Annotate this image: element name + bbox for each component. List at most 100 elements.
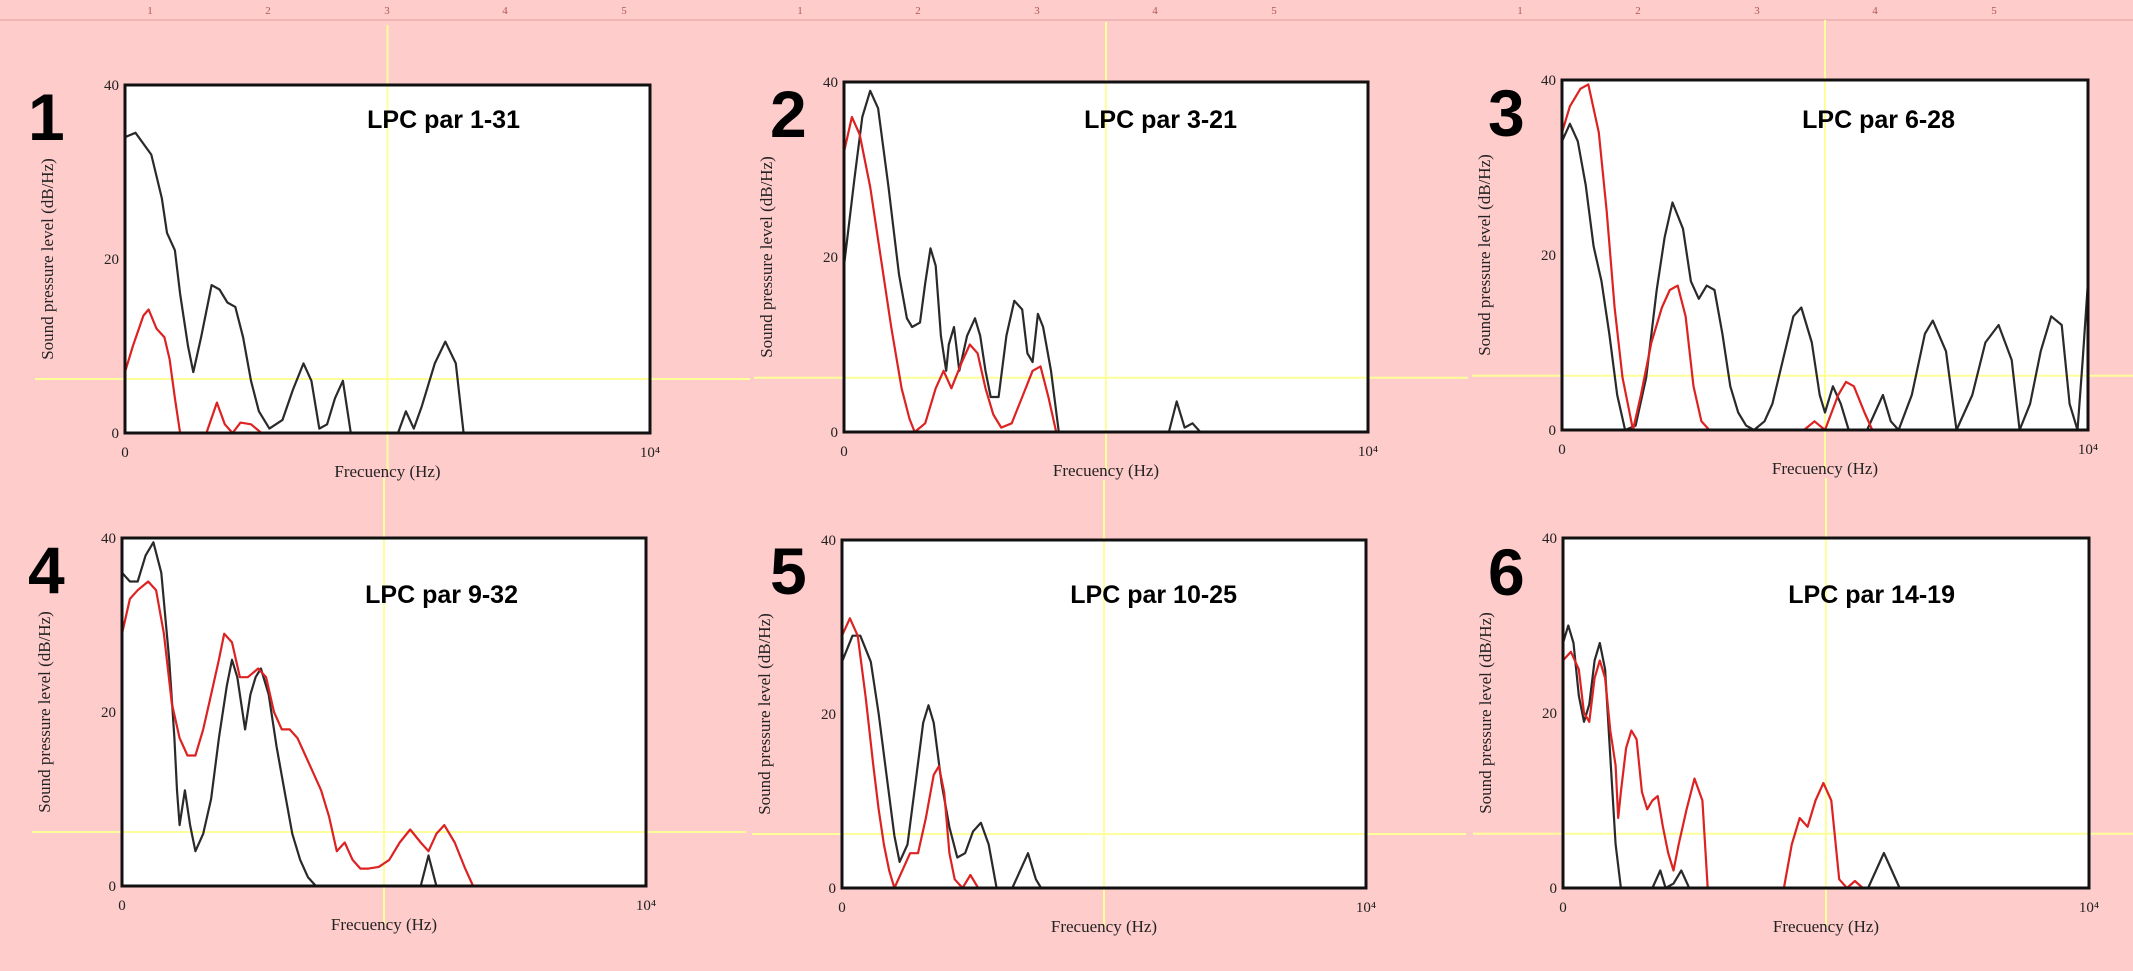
chart-title: LPC par 10-25 <box>1070 581 1237 609</box>
chart-title: LPC par 9-32 <box>365 581 518 609</box>
x-tick-label: 0 <box>1558 442 1566 458</box>
series-black-line <box>120 541 317 888</box>
panel-number: 6 <box>1488 535 1525 609</box>
x-tick-label: 10⁴ <box>2079 900 2099 916</box>
y-tick-label: 20 <box>1541 248 1556 264</box>
x-tick-label: 0 <box>838 900 846 916</box>
x-tick-label: 0 <box>840 444 848 460</box>
y-tick-label: 20 <box>101 705 116 721</box>
y-axis-label: Sound pressure level (dB/Hz) <box>1476 612 1495 814</box>
plot-frame <box>842 80 1370 434</box>
y-axis-label: Sound pressure level (dB/Hz) <box>38 158 57 360</box>
series-black-line <box>1866 280 2090 432</box>
chart-panel-2: 0 20 40 0 10⁴ Frecuency (Hz) Sound pressure le… <box>754 22 1468 480</box>
ruler-number: 2 <box>915 5 921 17</box>
y-tick-label: 40 <box>823 75 838 91</box>
chart-panel-3: 0 20 40 0 10⁴ Frecuency (Hz) Sound pressure le… <box>1472 20 2133 478</box>
series-red-line <box>840 617 980 890</box>
y-tick-label: 0 <box>829 881 837 897</box>
chart-panel-1: 0 20 40 0 10⁴ Frecuency (Hz) Sound pressure le… <box>28 25 750 481</box>
ruler-number: 4 <box>1152 5 1158 17</box>
x-tick-label: 10⁴ <box>1356 900 1376 916</box>
ruler-number: 5 <box>1991 5 1997 17</box>
y-tick-label: 0 <box>1549 423 1557 439</box>
x-tick-label: 0 <box>118 898 126 914</box>
ruler-number: 2 <box>265 5 271 17</box>
y-tick-label: 40 <box>821 533 836 549</box>
series-black-line <box>1011 852 1043 890</box>
x-axis-label: Frecuency (Hz) <box>1772 459 1878 478</box>
y-axis-label: Sound pressure level (dB/Hz) <box>757 156 776 358</box>
y-tick-label: 0 <box>831 425 839 441</box>
chart-panel-4: 0 20 40 0 10⁴ Frecuency (Hz) Sound pressure le… <box>28 478 746 934</box>
chart-panel-6: 0 20 40 0 10⁴ Frecuency (Hz) Sound pressure le… <box>1473 478 2133 936</box>
series-red-line <box>1561 650 1709 890</box>
y-tick-label: 0 <box>1550 881 1558 897</box>
top-ruler: 1 2 3 4 5 1 2 3 4 5 1 2 3 4 5 <box>0 5 2133 21</box>
y-tick-label: 20 <box>821 707 836 723</box>
chart-title: LPC par 1-31 <box>367 106 520 134</box>
series-black-line <box>396 340 465 435</box>
chart-title: LPC par 3-21 <box>1084 106 1237 134</box>
plot-frame <box>123 83 652 435</box>
x-tick-label: 10⁴ <box>1358 444 1378 460</box>
panel-number: 2 <box>770 77 807 151</box>
x-tick-label: 10⁴ <box>2078 442 2098 458</box>
y-tick-label: 20 <box>823 250 838 266</box>
x-tick-label: 0 <box>1559 900 1567 916</box>
x-axis-label: Frecuency (Hz) <box>1053 461 1159 480</box>
y-tick-label: 0 <box>112 426 120 442</box>
series-red-line <box>1782 781 1864 890</box>
ruler-number: 2 <box>1635 5 1641 17</box>
chart-panel-5: 0 20 40 0 10⁴ Frecuency (Hz) Sound pressure le… <box>752 480 1466 936</box>
x-tick-label: 10⁴ <box>636 898 656 914</box>
y-tick-label: 20 <box>104 252 119 268</box>
y-axis-label: Sound pressure level (dB/Hz) <box>1475 154 1494 356</box>
series-black-line <box>1561 624 1622 890</box>
series-black-line <box>842 89 1060 434</box>
y-axis-label: Sound pressure level (dB/Hz) <box>755 613 774 815</box>
y-tick-label: 0 <box>109 879 117 895</box>
ruler-number: 3 <box>1034 5 1040 17</box>
panel-number: 3 <box>1488 76 1525 150</box>
ruler-number: 3 <box>1754 5 1760 17</box>
series-black-line <box>840 634 998 890</box>
y-tick-label: 20 <box>1542 706 1557 722</box>
series-black-line <box>1651 869 1691 890</box>
ruler-number: 1 <box>797 5 803 17</box>
ruler-number: 4 <box>1872 5 1878 17</box>
chart-title: LPC par 14-19 <box>1788 581 1955 609</box>
panel-number: 1 <box>28 80 65 154</box>
ruler-number: 5 <box>1271 5 1277 17</box>
series-black-line <box>1167 400 1202 434</box>
series-red-line <box>123 308 182 435</box>
y-tick-label: 40 <box>104 78 119 94</box>
plot-frame <box>1561 536 2091 890</box>
series-black-line <box>1867 851 1901 890</box>
series-black-line <box>123 131 352 435</box>
plot-frame <box>120 536 648 888</box>
x-tick-label: 0 <box>121 445 129 461</box>
series-black-line <box>419 854 438 888</box>
x-axis-label: Frecuency (Hz) <box>1773 917 1879 936</box>
ruler-number: 3 <box>384 5 390 17</box>
ruler-number: 5 <box>621 5 627 17</box>
y-tick-label: 40 <box>101 531 116 547</box>
ruler-number: 4 <box>502 5 508 17</box>
series-black-line <box>1560 122 1850 432</box>
y-axis-label: Sound pressure level (dB/Hz) <box>35 611 54 813</box>
ruler-number: 1 <box>147 5 153 17</box>
series-red-line <box>1802 380 1874 432</box>
plot-frame <box>1560 78 2090 432</box>
x-axis-label: Frecuency (Hz) <box>331 915 437 934</box>
x-axis-label: Frecuency (Hz) <box>334 462 440 481</box>
x-tick-label: 10⁴ <box>640 445 660 461</box>
ruler-number: 1 <box>1517 5 1523 17</box>
series-red-line <box>120 580 475 888</box>
panel-number: 5 <box>770 534 807 608</box>
chart-title: LPC par 6-28 <box>1802 106 1955 134</box>
panel-number: 4 <box>28 533 65 607</box>
x-axis-label: Frecuency (Hz) <box>1051 917 1157 936</box>
